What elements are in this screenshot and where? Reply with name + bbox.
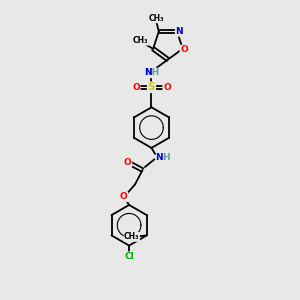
Text: CH₃: CH₃ — [149, 14, 164, 23]
Text: O: O — [132, 83, 140, 92]
Text: O: O — [180, 46, 188, 55]
Text: N: N — [176, 27, 183, 36]
Text: NH: NH — [144, 68, 159, 77]
Text: H: H — [163, 153, 170, 162]
Text: N: N — [155, 153, 163, 162]
Text: N: N — [144, 68, 152, 77]
Text: S: S — [148, 82, 155, 92]
Text: O: O — [124, 158, 131, 167]
Text: O: O — [163, 83, 171, 92]
Text: Cl: Cl — [124, 252, 134, 261]
Text: CH₃: CH₃ — [124, 232, 140, 242]
Text: CH₃: CH₃ — [133, 36, 148, 45]
Text: O: O — [120, 192, 128, 201]
